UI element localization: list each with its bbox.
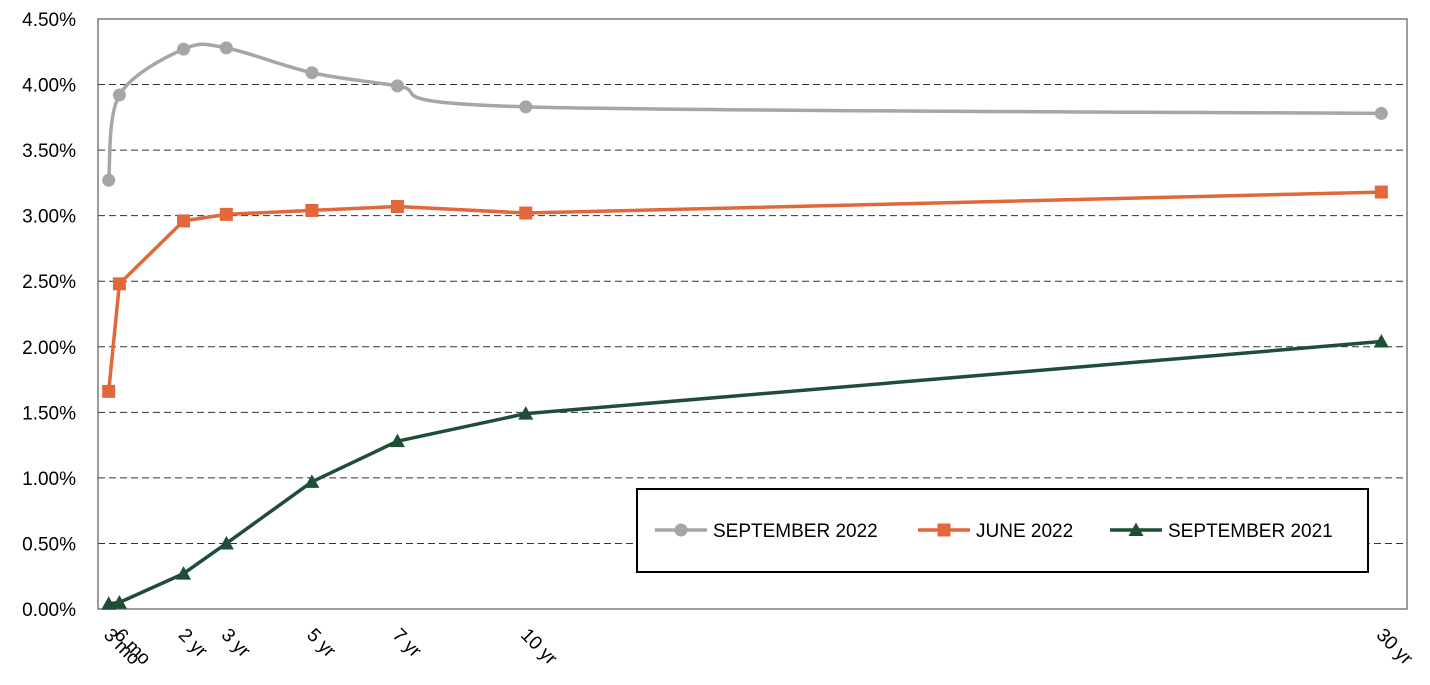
data-point <box>390 199 404 213</box>
plot-border <box>97 18 1408 610</box>
data-point <box>305 66 319 80</box>
legend-box <box>636 488 1369 573</box>
data-point <box>518 406 534 420</box>
x-tick-label: 5 yr <box>302 625 340 663</box>
legend-label: SEPTEMBER 2022 <box>713 521 878 542</box>
data-point <box>218 535 234 550</box>
legend-entry: SEPTEMBER 2021 <box>1110 521 1333 542</box>
grid-lines <box>98 84 1407 544</box>
data-point <box>519 206 533 220</box>
series-0 <box>102 41 1388 187</box>
legend-marker <box>937 523 951 537</box>
series-line <box>106 42 1382 181</box>
y-tick-label: 2.50% <box>22 272 76 293</box>
legend-marker <box>1128 522 1144 536</box>
data-point <box>1374 106 1388 120</box>
data-point <box>176 566 192 580</box>
axes <box>97 18 1408 610</box>
series-line <box>106 190 1382 392</box>
y-tick-label: 4.00% <box>22 76 76 97</box>
data-point <box>112 277 126 291</box>
series-2 <box>101 334 1389 610</box>
x-tick-label: 30 yr <box>1372 625 1417 670</box>
series-1 <box>102 185 1388 398</box>
data-point <box>111 594 127 609</box>
y-tick-label: 2.00% <box>22 338 76 359</box>
data-point <box>390 79 404 93</box>
x-tick-labels: 3 mo6 mo 2 yr 3 yr 5 yr 7 yr 10 yr 30 yr <box>99 625 1417 670</box>
y-tick-labels: 0.00% 0.50% 1.00% 1.50% 2.00% 2.50% 3.00% 3.50%… <box>22 10 76 621</box>
x-tick-label: 10 yr <box>516 625 561 670</box>
series-line <box>108 339 1382 606</box>
legend-marker <box>674 523 688 537</box>
y-tick-label: 3.00% <box>22 207 76 228</box>
data-point <box>305 203 319 217</box>
data-point <box>112 88 126 102</box>
y-tick-label: 4.50% <box>22 10 76 31</box>
data-point <box>177 214 191 228</box>
x-tick-label: 7 yr <box>388 625 426 663</box>
data-point <box>102 384 116 398</box>
legend-label: SEPTEMBER 2021 <box>1168 521 1333 542</box>
y-tick-label: 3.50% <box>22 141 76 162</box>
data-point <box>389 433 405 448</box>
data-point <box>219 207 233 221</box>
y-tick-label: 1.00% <box>22 469 76 490</box>
legend: SEPTEMBER 2022 JUNE 2022 SEPTEMBER 2021 <box>636 488 1369 573</box>
legend-label: JUNE 2022 <box>976 521 1073 542</box>
data-point <box>101 596 117 610</box>
data-point <box>219 41 233 55</box>
y-tick-label: 0.00% <box>22 600 76 621</box>
data-point <box>102 173 116 187</box>
data-point <box>519 100 533 114</box>
x-tick-label: 3 yr <box>217 625 255 663</box>
legend-entry: JUNE 2022 <box>918 521 1073 542</box>
legend-entry: SEPTEMBER 2022 <box>655 521 878 542</box>
data-point <box>177 42 191 56</box>
data-point <box>304 474 320 488</box>
data-point <box>1373 334 1389 348</box>
y-tick-label: 1.50% <box>22 403 76 424</box>
x-tick-label: 2 yr <box>174 625 212 663</box>
y-tick-label: 0.50% <box>22 534 76 555</box>
series-layer <box>101 41 1389 610</box>
data-point <box>1374 185 1388 199</box>
